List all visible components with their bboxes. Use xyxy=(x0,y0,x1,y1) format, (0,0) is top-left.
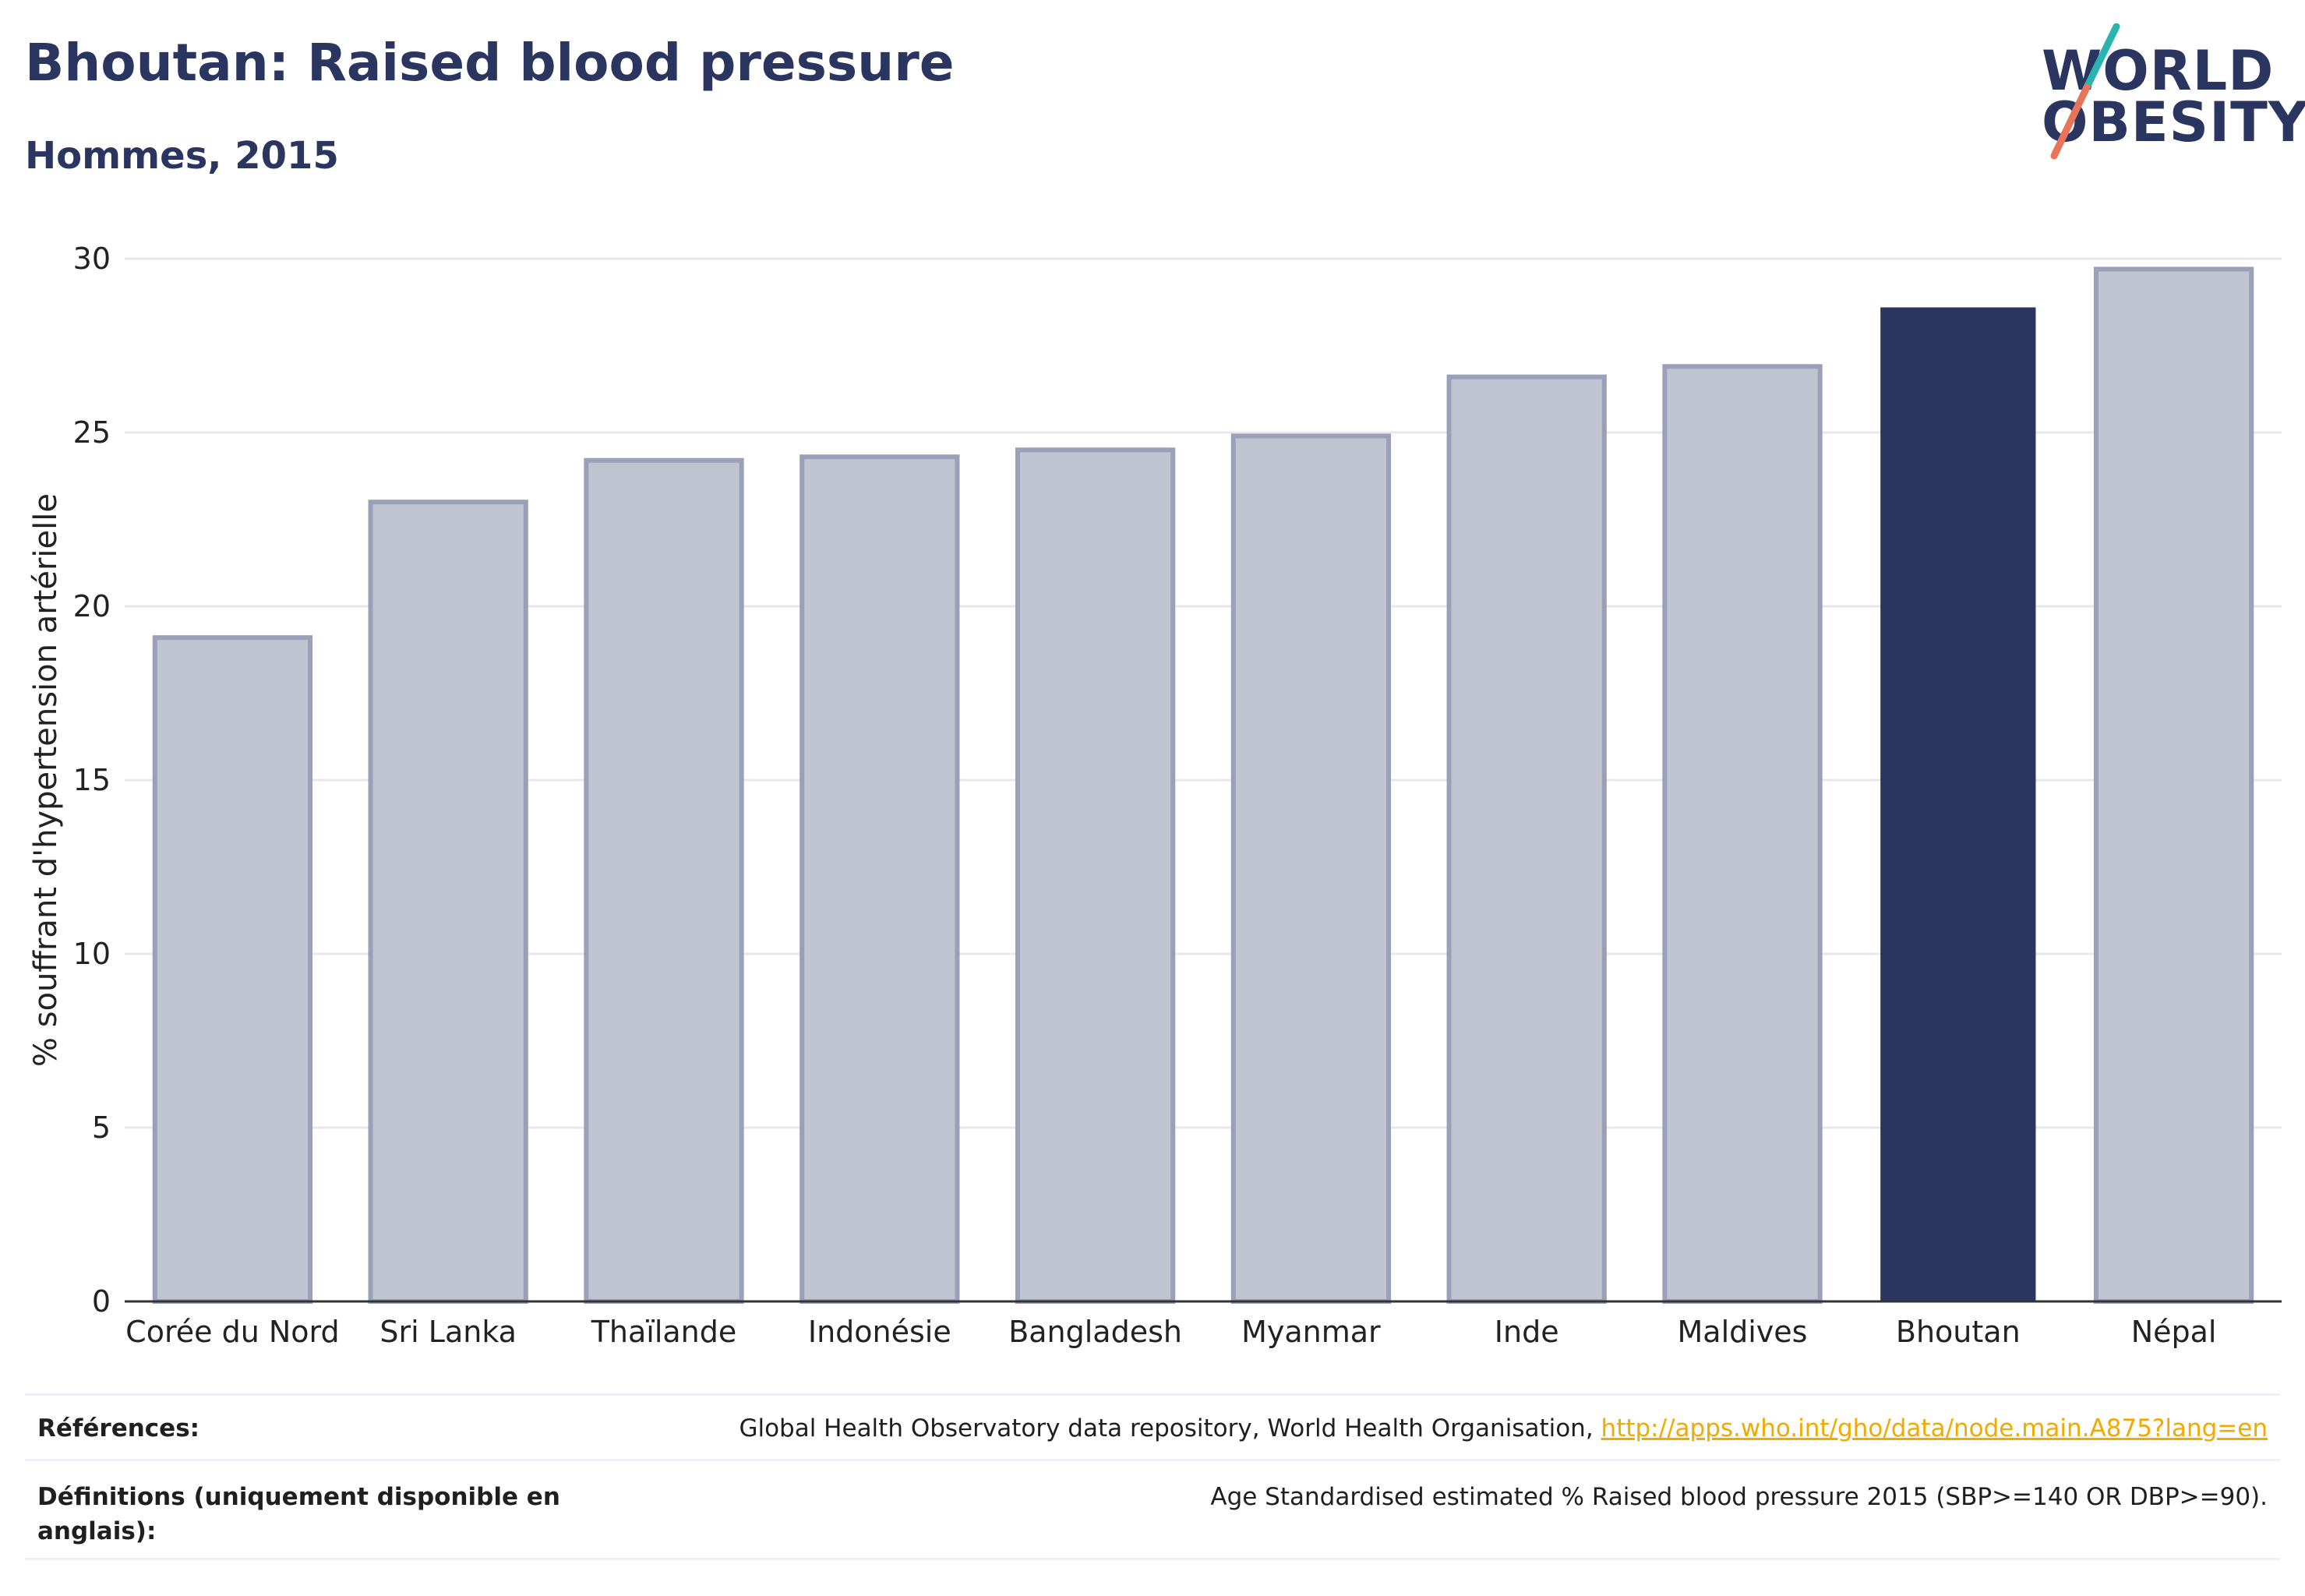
bar-indon-sie xyxy=(800,454,960,1305)
x-tick-label: Népal xyxy=(2131,1315,2217,1349)
definitions-row: Définitions (uniquement disponible en an… xyxy=(25,1459,2280,1560)
logo-word-world: WORLD xyxy=(2042,39,2275,103)
y-tick-label: 25 xyxy=(73,415,111,450)
bar-bhoutan xyxy=(1880,307,2036,1302)
x-tick-label: Bhoutan xyxy=(1896,1315,2021,1349)
definitions-label: Définitions (uniquement disponible en an… xyxy=(37,1483,560,1545)
x-tick-label: Sri Lanka xyxy=(379,1315,517,1349)
y-tick-label: 20 xyxy=(73,589,111,623)
chart-subtitle: Hommes, 2015 xyxy=(25,134,339,178)
bar-bangladesh xyxy=(1015,447,1176,1304)
references-text: Global Health Observatory data repositor… xyxy=(739,1414,1601,1442)
bar-n-pal xyxy=(2093,267,2254,1304)
references-label: Références: xyxy=(37,1414,200,1442)
y-tick-label: 15 xyxy=(73,763,111,797)
references-link[interactable]: http://apps.who.int/gho/data/node.main.A… xyxy=(1601,1414,2268,1442)
x-tick-label: Corée du Nord xyxy=(125,1315,339,1349)
y-tick-label: 10 xyxy=(73,937,111,971)
bar-sri-lanka xyxy=(368,500,528,1305)
definitions-value: Age Standardised estimated % Raised bloo… xyxy=(1210,1483,2268,1511)
logo-word-obesity: OBESITY xyxy=(2042,90,2305,154)
references-value: Global Health Observatory data repositor… xyxy=(739,1414,2268,1442)
x-tick-label: Myanmar xyxy=(1241,1315,1381,1349)
y-tick-label: 30 xyxy=(73,242,111,276)
bar-tha-lande xyxy=(584,457,744,1304)
references-row: Références: Global Health Observatory da… xyxy=(25,1393,2280,1461)
bar-chart: 0 5 10 15 20 25 30 Corée du Nord Sri Lanka Thaïla… xyxy=(28,242,2282,1349)
y-tick-label: 5 xyxy=(92,1110,111,1145)
world-obesity-logo: WORLD OBESITY xyxy=(2026,23,2305,171)
chart-title: Bhoutan: Raised blood pressure xyxy=(25,33,955,93)
x-tick-label: Bangladesh xyxy=(1008,1315,1182,1349)
logo-slash-icon xyxy=(2050,23,2120,160)
x-tick-label: Maldives xyxy=(1678,1315,1808,1349)
y-axis-label: % souffrant d'hypertension artérielle xyxy=(28,493,64,1067)
bar-maldives xyxy=(1662,364,1823,1304)
bar-cor-e-du-nord xyxy=(152,635,313,1304)
bar-myanmar xyxy=(1230,433,1392,1305)
x-tick-label: Thaïlande xyxy=(591,1315,737,1349)
y-tick-label: 0 xyxy=(92,1284,111,1319)
bar-inde xyxy=(1446,374,1607,1304)
x-tick-label: Inde xyxy=(1495,1315,1559,1349)
x-tick-label: Indonésie xyxy=(808,1315,951,1349)
